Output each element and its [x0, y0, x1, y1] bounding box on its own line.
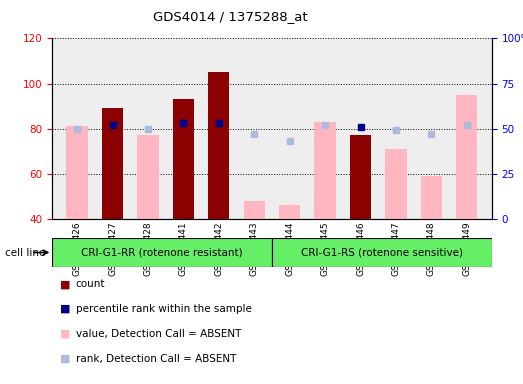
Text: ■: ■: [60, 279, 71, 289]
Bar: [52, 238, 272, 267]
Text: GDS4014 / 1375288_at: GDS4014 / 1375288_at: [153, 10, 308, 23]
Bar: [66, 126, 88, 219]
Bar: [279, 205, 300, 219]
Bar: [173, 99, 194, 219]
Text: ■: ■: [60, 354, 71, 364]
Text: value, Detection Call = ABSENT: value, Detection Call = ABSENT: [76, 329, 241, 339]
Text: cell line: cell line: [5, 248, 46, 258]
Text: percentile rank within the sample: percentile rank within the sample: [76, 304, 252, 314]
Bar: [385, 149, 406, 219]
Text: count: count: [76, 279, 105, 289]
Text: rank, Detection Call = ABSENT: rank, Detection Call = ABSENT: [76, 354, 236, 364]
Bar: [138, 136, 158, 219]
Text: ■: ■: [60, 329, 71, 339]
Bar: [272, 238, 492, 267]
Bar: [208, 72, 230, 219]
Text: CRI-G1-RR (rotenone resistant): CRI-G1-RR (rotenone resistant): [81, 247, 243, 258]
Bar: [350, 136, 371, 219]
Bar: [456, 95, 477, 219]
Text: ■: ■: [60, 304, 71, 314]
Text: CRI-G1-RS (rotenone sensitive): CRI-G1-RS (rotenone sensitive): [301, 247, 463, 258]
Bar: [244, 201, 265, 219]
Bar: [314, 122, 336, 219]
Bar: [421, 176, 442, 219]
Bar: [102, 108, 123, 219]
